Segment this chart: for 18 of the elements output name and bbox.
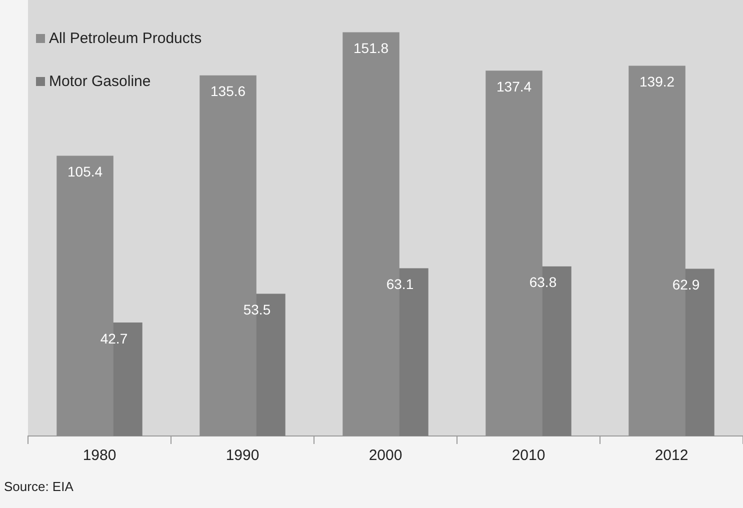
data-label: 135.6 [210, 83, 246, 100]
data-label: 137.4 [496, 78, 532, 94]
data-label: 62.9 [672, 276, 700, 293]
x-tick-label: 2000 [368, 447, 402, 464]
source-note: Source: EIA [4, 479, 74, 494]
x-tick-label: 2012 [654, 447, 688, 464]
data-label: 139.2 [640, 74, 675, 90]
data-label: 42.7 [100, 330, 128, 346]
data-label: 63.8 [529, 274, 557, 290]
data-label: 105.4 [68, 164, 103, 180]
data-label: 151.8 [354, 40, 389, 56]
data-label: 63.1 [386, 276, 414, 292]
x-tick-label: 1990 [226, 447, 260, 464]
data-label: 53.5 [243, 302, 271, 318]
legend-label: All Petroleum Products [49, 30, 202, 47]
x-tick-label: 1980 [82, 447, 116, 464]
x-tick-label: 2010 [512, 447, 546, 464]
legend-label: Motor Gasoline [49, 73, 151, 90]
